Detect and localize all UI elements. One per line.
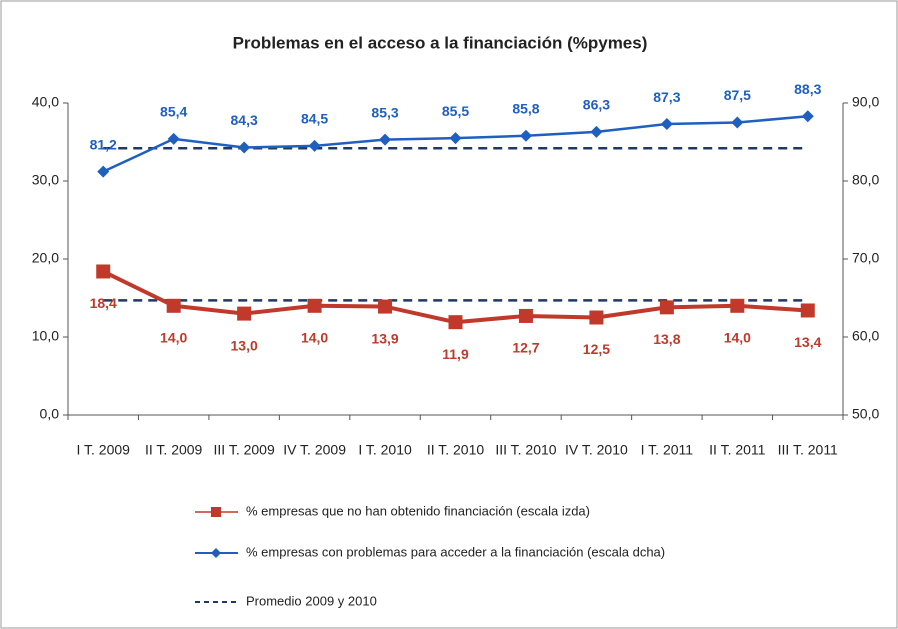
data-label: 12,7 bbox=[512, 340, 539, 356]
chart-title: Problemas en el acceso a la financiación… bbox=[233, 33, 648, 52]
point bbox=[238, 141, 251, 154]
data-label: 87,5 bbox=[724, 87, 751, 103]
data-label: 84,3 bbox=[231, 112, 258, 128]
legend-label: % empresas con problemas para acceder a … bbox=[246, 544, 665, 559]
point bbox=[449, 132, 462, 145]
y2-tick-label: 60,0 bbox=[852, 328, 879, 344]
data-label: 13,9 bbox=[371, 330, 398, 346]
x-tick-label: III T. 2010 bbox=[495, 442, 556, 458]
data-label: 18,4 bbox=[90, 295, 117, 311]
point bbox=[96, 264, 111, 279]
point bbox=[379, 133, 392, 146]
x-tick-label: III T. 2009 bbox=[214, 442, 275, 458]
data-label: 11,9 bbox=[442, 346, 469, 362]
data-label: 81,2 bbox=[90, 136, 117, 152]
x-tick-label: IV T. 2010 bbox=[565, 442, 628, 458]
x-tick-label: I T. 2011 bbox=[641, 442, 694, 458]
data-label: 85,5 bbox=[442, 103, 469, 119]
point bbox=[659, 300, 674, 315]
y2-tick-label: 90,0 bbox=[852, 94, 879, 110]
point bbox=[800, 303, 815, 318]
data-label: 86,3 bbox=[583, 97, 610, 113]
x-tick-label: II T. 2010 bbox=[427, 442, 485, 458]
data-label: 14,0 bbox=[724, 330, 751, 346]
data-label: 84,5 bbox=[301, 111, 328, 127]
point bbox=[378, 299, 393, 314]
y-tick-label: 0,0 bbox=[40, 406, 60, 422]
point bbox=[308, 139, 321, 152]
point bbox=[590, 125, 603, 138]
x-tick-label: III T. 2011 bbox=[778, 442, 838, 458]
x-tick-label: II T. 2009 bbox=[145, 442, 203, 458]
data-label: 14,0 bbox=[301, 330, 328, 346]
legend-marker bbox=[211, 548, 221, 558]
x-tick-label: II T. 2011 bbox=[709, 442, 766, 458]
y-tick-label: 10,0 bbox=[32, 328, 59, 344]
point bbox=[731, 116, 744, 129]
y-tick-label: 30,0 bbox=[32, 172, 59, 188]
x-tick-label: I T. 2009 bbox=[77, 442, 131, 458]
point bbox=[519, 129, 532, 142]
data-label: 85,3 bbox=[371, 104, 398, 120]
data-label: 85,4 bbox=[160, 104, 187, 120]
point bbox=[730, 298, 745, 313]
point bbox=[167, 132, 180, 145]
point bbox=[307, 298, 322, 313]
data-label: 14,0 bbox=[160, 330, 187, 346]
point bbox=[589, 310, 604, 325]
data-label: 87,3 bbox=[653, 89, 680, 105]
data-label: 12,5 bbox=[583, 341, 610, 357]
point bbox=[166, 298, 181, 313]
x-tick-label: I T. 2010 bbox=[358, 442, 412, 458]
y2-tick-label: 50,0 bbox=[852, 406, 879, 422]
y-tick-label: 20,0 bbox=[32, 250, 59, 266]
y2-tick-label: 70,0 bbox=[852, 250, 879, 266]
point bbox=[518, 308, 533, 323]
y-tick-label: 40,0 bbox=[32, 94, 59, 110]
data-label: 88,3 bbox=[794, 81, 821, 97]
point bbox=[237, 306, 252, 321]
legend-label: % empresas que no han obtenido financiac… bbox=[246, 503, 590, 518]
legend-label: Promedio 2009 y 2010 bbox=[246, 593, 377, 608]
point bbox=[97, 165, 110, 178]
point bbox=[801, 110, 814, 123]
data-label: 85,8 bbox=[512, 100, 539, 116]
x-tick-label: IV T. 2009 bbox=[283, 442, 346, 458]
point bbox=[660, 118, 673, 131]
y2-tick-label: 80,0 bbox=[852, 172, 879, 188]
data-label: 13,8 bbox=[653, 331, 680, 347]
legend-marker bbox=[211, 507, 221, 517]
data-label: 13,0 bbox=[231, 337, 258, 353]
data-label: 13,4 bbox=[794, 334, 821, 350]
point bbox=[448, 315, 463, 330]
